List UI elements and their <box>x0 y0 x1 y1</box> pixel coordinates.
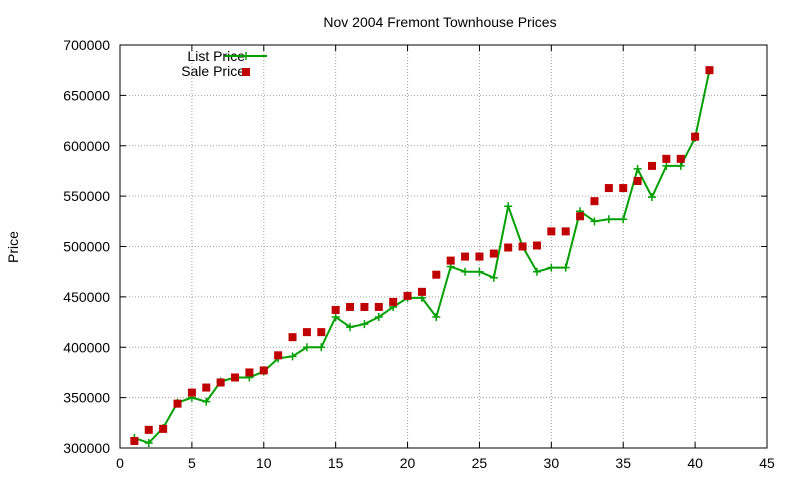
axis-ticks <box>119 44 768 449</box>
sale-price-point <box>633 177 642 186</box>
list-price-point <box>202 397 211 406</box>
sale-price-point <box>360 302 369 311</box>
x-tick-label: 5 <box>188 455 196 471</box>
list-price-point <box>489 273 498 282</box>
sale-price-point <box>389 297 398 306</box>
list-price-point <box>547 263 556 272</box>
x-tick-label: 45 <box>759 455 775 471</box>
sale-price-point <box>202 383 211 392</box>
sale-price-point <box>676 154 685 163</box>
sale-price-point <box>374 302 383 311</box>
sale-price-point <box>274 351 283 360</box>
sale-price-point <box>403 291 412 300</box>
list-price-point <box>317 343 326 352</box>
list-price-point <box>633 164 642 173</box>
sale-price-point <box>187 388 196 397</box>
list-price-point <box>475 267 484 276</box>
sale-price-point <box>475 252 484 261</box>
list-price-point <box>144 438 153 447</box>
list-price-point <box>561 263 570 272</box>
chart-title: Nov 2004 Fremont Townhouse Prices <box>323 14 556 30</box>
list-price-point <box>647 193 656 202</box>
list-price-point <box>662 161 671 170</box>
sale-price-point <box>417 287 426 296</box>
sale-price-point <box>662 154 671 163</box>
legend-label-sale-price: Sale Price <box>181 63 245 79</box>
legend-label-list-price: List Price <box>187 48 245 64</box>
y-tick-label: 400000 <box>63 339 110 355</box>
y-tick-labels: 300000 350000 400000 450000 500000 550000 6000… <box>63 37 110 456</box>
sale-price-point <box>446 256 455 265</box>
list-price-point <box>461 267 470 276</box>
list-price-point <box>346 323 355 332</box>
sale-price-point <box>245 368 254 377</box>
y-tick-label: 600000 <box>63 138 110 154</box>
sale-price-point <box>144 425 153 434</box>
x-tick-label: 25 <box>472 455 488 471</box>
sale-price-point <box>331 305 340 314</box>
y-tick-label: 700000 <box>63 37 110 53</box>
sale-price-point <box>346 302 355 311</box>
y-tick-label: 650000 <box>63 87 110 103</box>
list-price-point <box>604 215 613 224</box>
sale-price-point <box>705 66 714 75</box>
legend-marker-list-price <box>242 52 250 60</box>
y-tick-label: 300000 <box>63 440 110 456</box>
sale-price-point <box>231 373 240 382</box>
list-price-point <box>590 217 599 226</box>
list-price-point <box>331 313 340 322</box>
list-price-point <box>532 267 541 276</box>
y-axis-label: Price <box>5 231 21 263</box>
list-price-point <box>619 215 628 224</box>
sale-price-point <box>619 184 628 193</box>
sale-price-point <box>489 249 498 258</box>
sale-price-point <box>547 227 556 236</box>
grid-lines <box>120 45 767 448</box>
sale-price-point <box>604 184 613 193</box>
y-tick-label: 450000 <box>63 289 110 305</box>
sale-price-point <box>504 243 513 252</box>
sale-price-point <box>590 197 599 206</box>
list-price-point <box>288 352 297 361</box>
x-tick-label: 10 <box>256 455 272 471</box>
list-price-point <box>504 202 513 211</box>
list-price-point <box>432 313 441 322</box>
sale-price-point <box>561 227 570 236</box>
data-series <box>130 66 714 447</box>
x-tick-label: 0 <box>116 455 124 471</box>
sale-price-point <box>432 270 441 279</box>
sale-price-point <box>647 161 656 170</box>
x-tick-labels: 0 5 10 15 20 25 30 35 40 45 <box>116 455 775 471</box>
y-tick-label: 500000 <box>63 239 110 255</box>
sale-price-point <box>302 328 311 337</box>
y-tick-label: 550000 <box>63 188 110 204</box>
sale-price-point <box>130 436 139 445</box>
sale-price-point <box>173 399 182 408</box>
list-price-point <box>676 161 685 170</box>
list-price-point <box>360 320 369 329</box>
x-tick-label: 40 <box>687 455 703 471</box>
sale-price-point <box>159 424 168 433</box>
sale-price-point <box>288 333 297 342</box>
x-tick-label: 20 <box>400 455 416 471</box>
y-tick-label: 350000 <box>63 390 110 406</box>
x-tick-label: 30 <box>544 455 560 471</box>
sale-price-point <box>317 328 326 337</box>
list-price-point <box>374 313 383 322</box>
sale-price-point <box>576 212 585 221</box>
x-tick-label: 15 <box>328 455 344 471</box>
legend-marker-sale-price <box>242 68 250 76</box>
list-price-point <box>302 343 311 352</box>
sale-price-point <box>518 242 527 251</box>
sale-price-point <box>691 132 700 141</box>
x-tick-label: 35 <box>615 455 631 471</box>
sale-price-point <box>259 366 268 375</box>
sale-price-point <box>532 241 541 250</box>
sale-price-point <box>461 252 470 261</box>
sale-price-point <box>216 378 225 387</box>
